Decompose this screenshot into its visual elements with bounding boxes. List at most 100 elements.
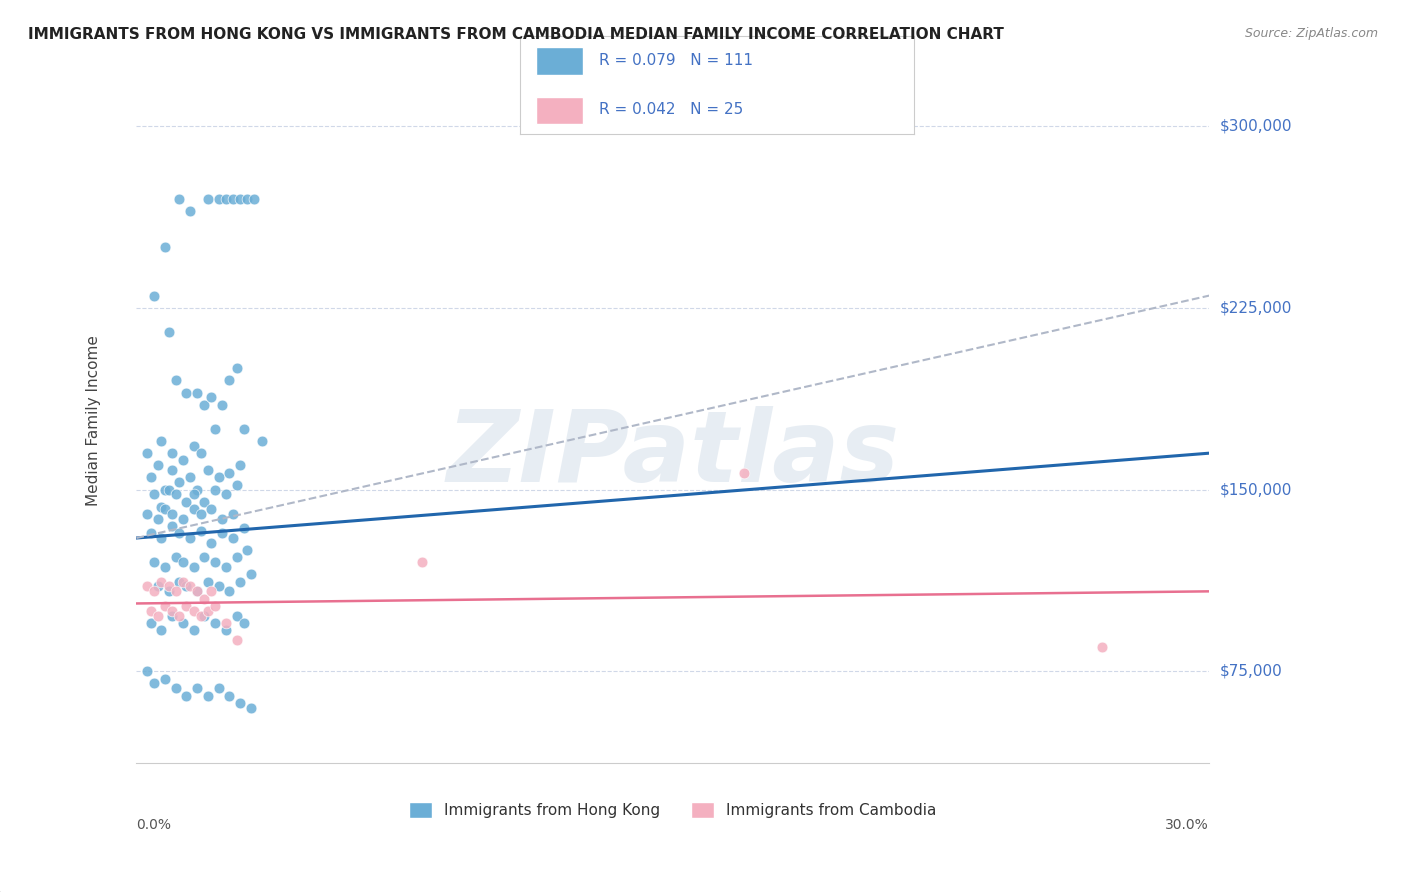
Point [183,502,205,516]
Point [218,584,240,599]
Text: $150,000: $150,000 [1220,482,1292,497]
Point [150,623,173,637]
Point [215,623,238,637]
Text: 0.0%: 0.0% [136,818,172,832]
Point [190,524,212,538]
Point [204,615,226,630]
Point [172,453,194,467]
Point [186,584,208,599]
Point [160,446,183,460]
Point [136,446,159,460]
Point [208,192,231,206]
Point [215,615,238,630]
Point [157,325,180,339]
Point [197,463,219,477]
Text: $75,000: $75,000 [1220,664,1282,679]
Point [222,507,245,521]
Point [172,615,194,630]
Point [197,574,219,589]
Point [183,439,205,453]
Point [225,550,247,565]
Point [215,192,238,206]
Point [190,608,212,623]
Point [150,574,173,589]
Point [225,361,247,376]
Point [208,470,231,484]
Point [208,580,231,594]
Point [165,550,187,565]
Point [146,511,169,525]
Point [139,615,162,630]
Point [160,608,183,623]
Point [179,580,201,594]
Point [733,466,755,480]
Point [172,511,194,525]
Text: R = 0.079   N = 111: R = 0.079 N = 111 [599,53,754,68]
Point [143,676,166,690]
Point [165,487,187,501]
Point [179,470,201,484]
Point [225,632,247,647]
Point [197,689,219,703]
Point [204,555,226,569]
Point [197,604,219,618]
Text: Source: ZipAtlas.com: Source: ZipAtlas.com [1244,27,1378,40]
Point [222,531,245,545]
Point [229,192,252,206]
Point [169,608,191,623]
Point [146,458,169,473]
Point [139,604,162,618]
Point [165,374,187,388]
Point [197,192,219,206]
FancyBboxPatch shape [536,47,583,75]
Point [411,555,433,569]
Point [211,398,233,412]
Point [200,536,222,550]
Point [232,422,254,436]
Point [193,550,215,565]
Point [243,192,266,206]
Text: $225,000: $225,000 [1220,301,1292,315]
Text: $300,000: $300,000 [1220,119,1292,134]
Point [165,681,187,696]
Point [157,584,180,599]
Point [153,672,176,686]
Point [193,608,215,623]
Point [204,599,226,613]
Point [193,591,215,606]
Point [179,531,201,545]
Point [179,203,201,218]
Point [1091,640,1114,654]
Point [146,608,169,623]
Point [160,604,183,618]
Point [239,700,262,714]
Point [183,487,205,501]
Point [160,463,183,477]
Point [176,580,198,594]
Point [150,531,173,545]
Point [229,696,252,710]
Point [136,507,159,521]
Point [186,483,208,497]
Point [153,560,176,574]
Point [236,192,259,206]
Point [172,574,194,589]
Point [176,494,198,508]
Point [239,567,262,582]
Point [169,526,191,541]
Point [160,519,183,533]
Point [183,604,205,618]
Point [153,483,176,497]
Point [250,434,273,448]
Point [225,477,247,491]
Point [229,574,252,589]
Point [150,500,173,514]
Point [215,487,238,501]
Text: R = 0.042   N = 25: R = 0.042 N = 25 [599,102,744,117]
Point [236,543,259,558]
Point [186,385,208,400]
Point [200,584,222,599]
Point [218,466,240,480]
Text: IMMIGRANTS FROM HONG KONG VS IMMIGRANTS FROM CAMBODIA MEDIAN FAMILY INCOME CORRE: IMMIGRANTS FROM HONG KONG VS IMMIGRANTS … [28,27,1004,42]
Legend: Immigrants from Hong Kong, Immigrants from Cambodia: Immigrants from Hong Kong, Immigrants fr… [404,797,942,824]
